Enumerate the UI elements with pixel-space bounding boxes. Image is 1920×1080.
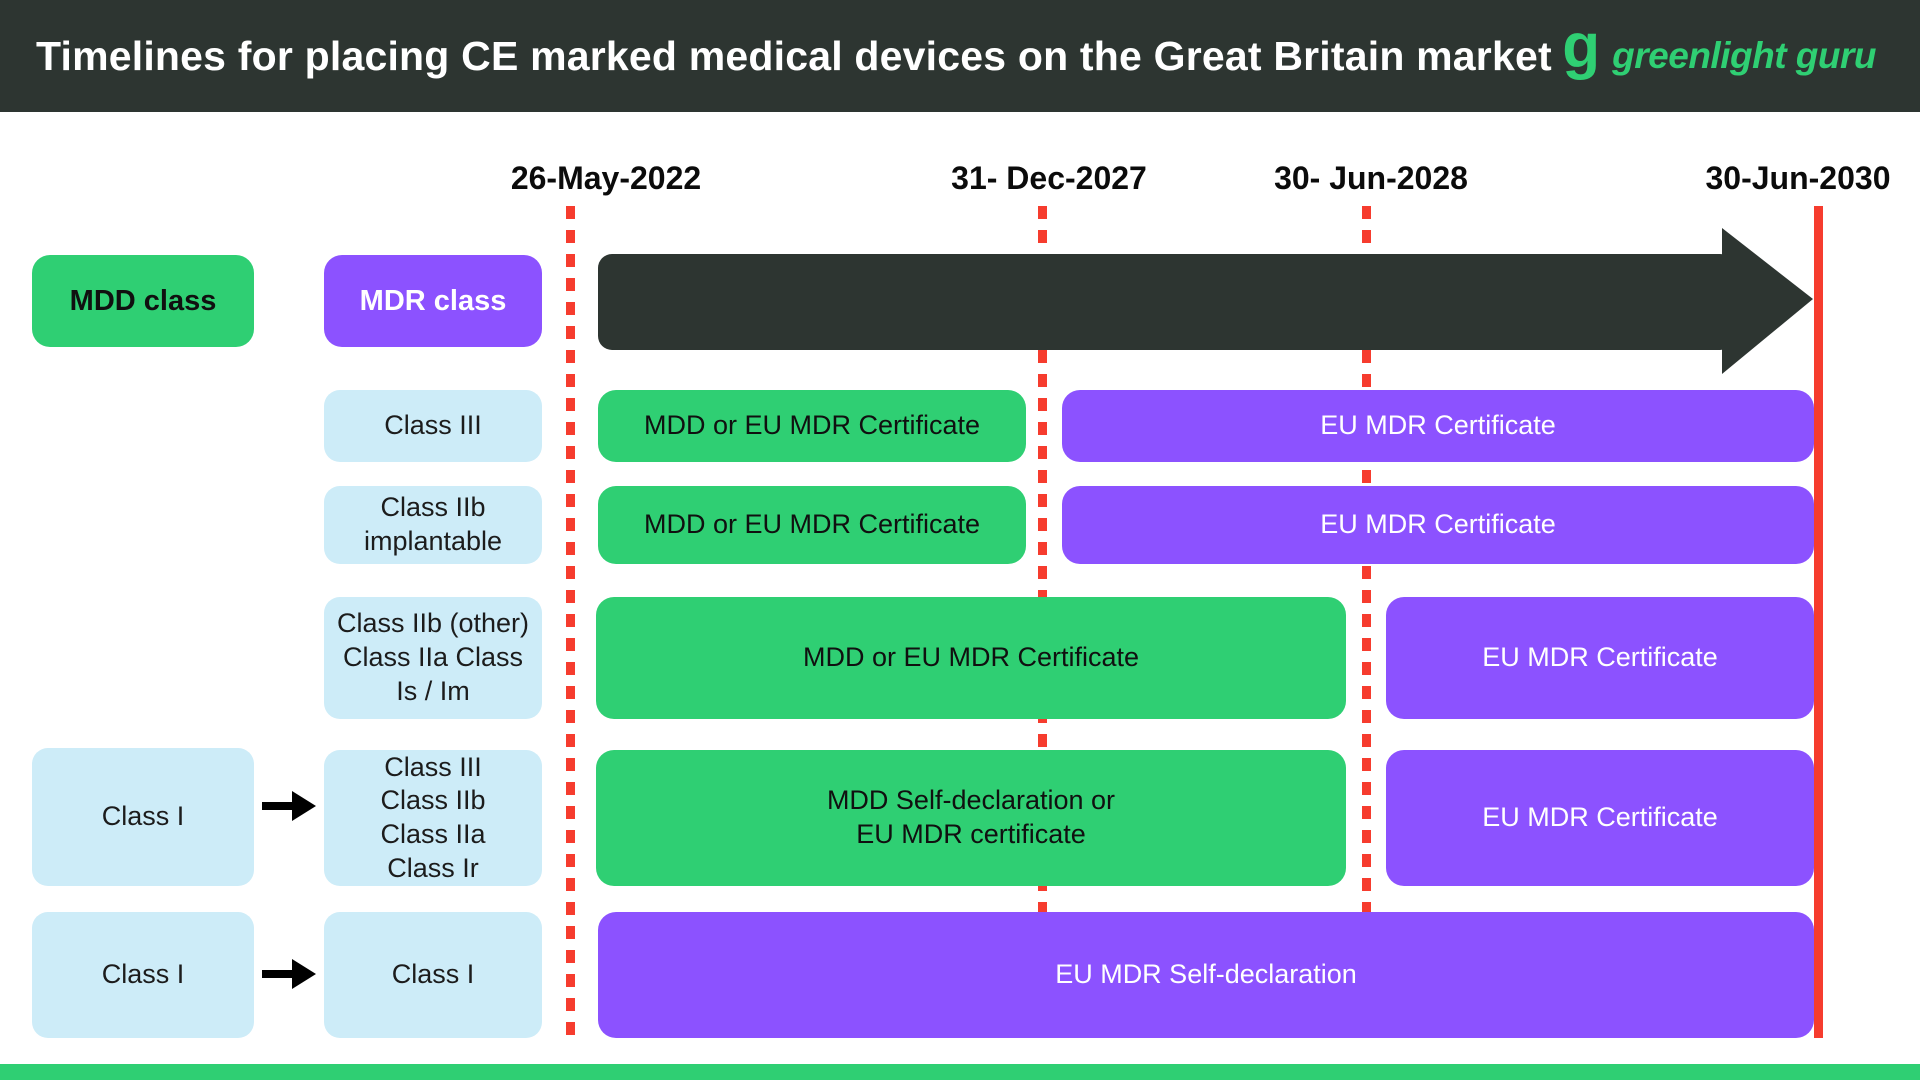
mdr-class-box-row1: Class III: [324, 390, 542, 462]
mdd-class-box-row5: Class I: [32, 912, 254, 1038]
mdr-class-box-row5: Class I: [324, 912, 542, 1038]
green-bar-row3: MDD or EU MDR Certificate: [596, 597, 1346, 719]
timeline-arrow: [598, 228, 1813, 374]
date-label-26-may-2022: 26-May-2022: [510, 160, 702, 196]
brand-logo: g greenlight guru: [1562, 12, 1876, 81]
green-bar-row1: MDD or EU MDR Certificate: [598, 390, 1026, 462]
header-bar: Timelines for placing CE marked medical …: [0, 0, 1920, 112]
mdr-class-box-row2: Class IIb implantable: [324, 486, 542, 564]
mdr-class-legend-box: MDR class: [324, 255, 542, 347]
purple-bar-row2: EU MDR Certificate: [1062, 486, 1814, 564]
date-label-30-jun-2030: 30-Jun-2030: [1705, 160, 1891, 196]
date-label-30-jun-2028: 30- Jun-2028: [1274, 160, 1468, 196]
purple-bar-row3: EU MDR Certificate: [1386, 597, 1814, 719]
brand-name: greenlight guru: [1612, 35, 1876, 76]
purple-bar-row5: EU MDR Self-declaration: [598, 912, 1814, 1038]
purple-bar-row4: EU MDR Certificate: [1386, 750, 1814, 886]
date-label-31-dec-2027: 31- Dec-2027: [951, 160, 1147, 196]
dotted-line-30-jun-2028: [1362, 206, 1371, 1038]
right-arrow-icon-row4: [262, 791, 316, 821]
green-bar-row2: MDD or EU MDR Certificate: [598, 486, 1026, 564]
footer-accent-strip: [0, 1064, 1920, 1080]
green-bar-row4: MDD Self-declaration or EU MDR certifica…: [596, 750, 1346, 886]
mdr-class-box-row3: Class IIb (other) Class IIa Class Is / I…: [324, 597, 542, 719]
mdd-class-legend-box: MDD class: [32, 255, 254, 347]
solid-line-30-jun-2030: [1814, 206, 1823, 1038]
mdd-class-box-row4: Class I: [32, 748, 254, 886]
purple-bar-row1: EU MDR Certificate: [1062, 390, 1814, 462]
page-title: Timelines for placing CE marked medical …: [36, 32, 1552, 79]
dotted-line-26-may-2022: [566, 206, 575, 1038]
mdr-class-box-row4: Class III Class IIb Class IIa Class Ir: [324, 750, 542, 886]
right-arrow-icon-row5: [262, 959, 316, 989]
